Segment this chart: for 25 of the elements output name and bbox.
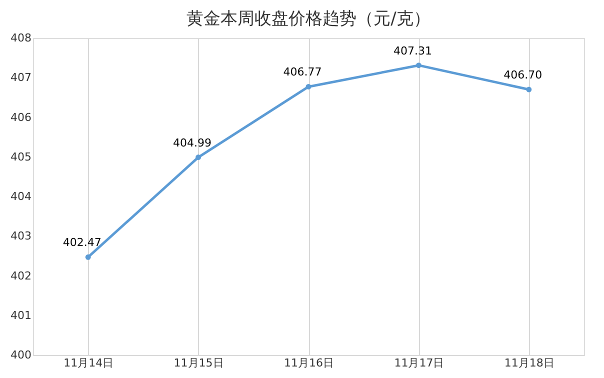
text: 406.77 [283, 66, 322, 79]
x-tick-label: 11月17日 [394, 356, 444, 370]
text: 406.70 [504, 68, 542, 82]
x-tick-label: 11月18日 [504, 356, 554, 370]
y-tick-label: 403 [10, 230, 32, 243]
text: 402.47 [62, 236, 102, 250]
point [306, 84, 312, 90]
y-tick-label: 407 [10, 71, 32, 84]
y-tick-label: 405 [10, 150, 32, 164]
y-tick-label: 406 [10, 110, 32, 124]
y-tick-label: 408 [10, 32, 32, 44]
x-tick-label: 11月16日 [284, 356, 334, 370]
x-tick-label: 11月15日 [174, 356, 224, 370]
text: 404.99 [173, 136, 212, 150]
x-tick-label: 11月14日 [64, 356, 114, 370]
y-tick-label: 402 [10, 269, 32, 282]
point [196, 154, 202, 160]
point [85, 254, 91, 260]
y-tick-label: 400 [10, 348, 32, 362]
y-tick-label: 404 [10, 190, 32, 203]
y-tick-label: 401 [10, 308, 32, 322]
point [416, 62, 422, 68]
chart-title: 黄金本周收盘价格趋势（元/克） [186, 9, 430, 29]
text: 407.31 [393, 44, 432, 58]
point [526, 86, 532, 92]
